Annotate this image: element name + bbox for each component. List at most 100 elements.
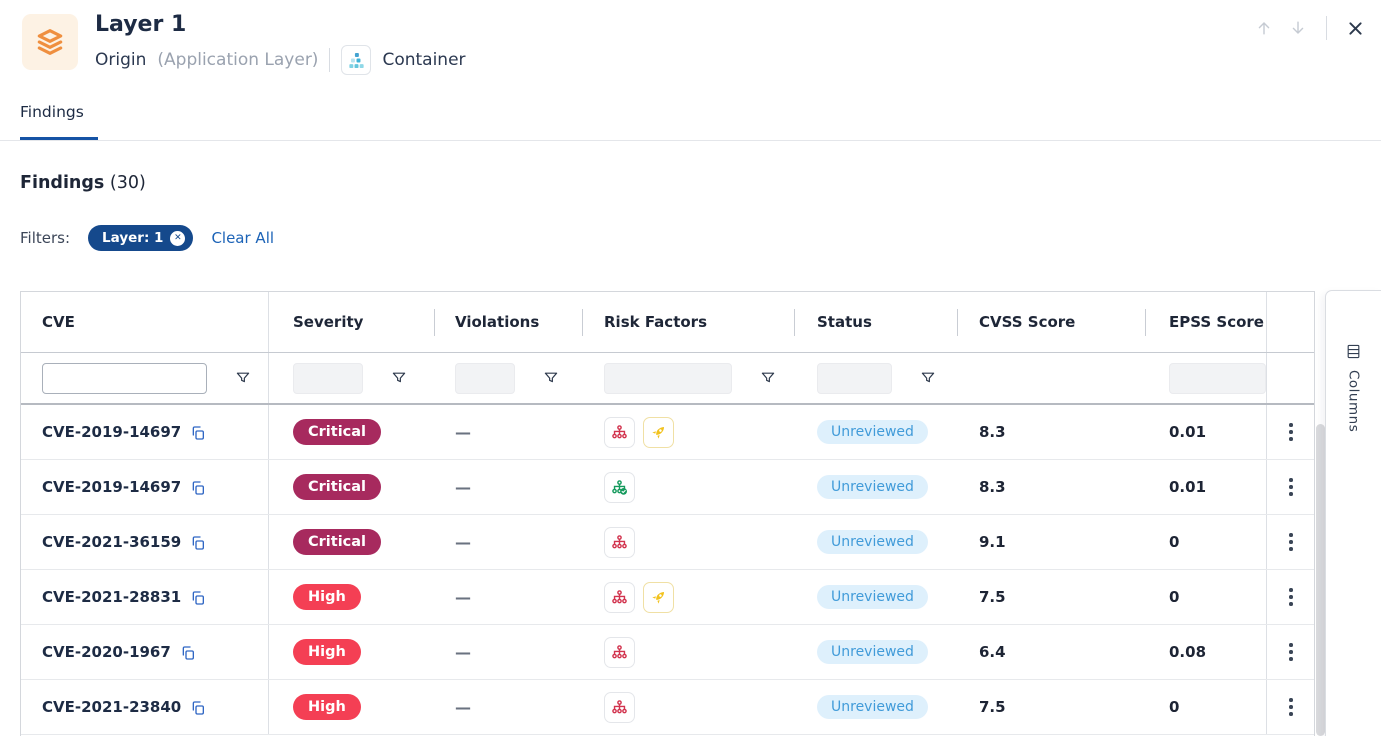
cve-filter-funnel-icon[interactable] <box>235 370 251 386</box>
risk-factors-cell <box>582 416 794 448</box>
row-menu-kebab-icon[interactable] <box>1283 527 1299 557</box>
copy-icon[interactable] <box>190 535 206 551</box>
cve-id[interactable]: CVE-2021-28831 <box>42 588 182 606</box>
cve-filter-input[interactable] <box>42 362 207 394</box>
next-arrow-down-button[interactable] <box>1286 16 1310 40</box>
previous-arrow-up-button[interactable] <box>1252 16 1276 40</box>
remove-filter-icon[interactable]: ✕ <box>170 230 186 246</box>
violations-cell: — <box>455 532 471 552</box>
cve-cell: CVE-2021-36159 <box>21 515 269 569</box>
column-header-risk-factors[interactable]: Risk Factors <box>582 292 794 352</box>
cve-id[interactable]: CVE-2020-1967 <box>42 643 171 661</box>
cve-id[interactable]: CVE-2019-14697 <box>42 478 182 496</box>
column-header-status[interactable]: Status <box>794 292 957 352</box>
container-icon <box>341 45 372 75</box>
filters-label: Filters: <box>20 229 71 247</box>
column-header-severity[interactable]: Severity <box>293 313 364 331</box>
status-badge: Unreviewed <box>817 530 928 554</box>
column-header-violations[interactable]: Violations <box>434 292 582 352</box>
filters-row: Filters: Layer: 1 ✕ Clear All <box>20 225 274 251</box>
violations-cell: — <box>455 697 471 717</box>
risk-factors-filter-input[interactable] <box>604 362 732 394</box>
risk-factors-wrap <box>604 526 794 558</box>
asset-type-label: Container <box>382 50 466 70</box>
status-cell: Unreviewed <box>794 420 957 444</box>
tab-findings[interactable]: Findings <box>20 103 84 121</box>
epss-filter-input[interactable] <box>1169 362 1266 394</box>
severity-badge: Critical <box>293 474 382 500</box>
severity-badge: Critical <box>293 419 382 445</box>
tab-bar: Findings <box>0 94 1381 141</box>
cve-cell: CVE-2021-23840 <box>21 680 269 734</box>
column-header-epss-score[interactable]: EPSS Score <box>1145 292 1266 352</box>
copy-icon[interactable] <box>190 480 206 496</box>
violations-cell: — <box>455 422 471 442</box>
violations-filter-input[interactable] <box>455 362 515 394</box>
table-row[interactable]: CVE-2021-23840 High — Unreviewed <box>21 680 1314 735</box>
cve-id[interactable]: CVE-2021-36159 <box>42 533 182 551</box>
table-row[interactable]: CVE-2020-1967 High — Unreviewed <box>21 625 1314 680</box>
header-controls <box>1252 16 1367 40</box>
close-icon[interactable] <box>1343 16 1367 40</box>
severity-cell: Critical <box>269 529 434 555</box>
controls-divider <box>1326 16 1327 40</box>
columns-icon <box>1347 344 1360 359</box>
violations-cell: — <box>455 587 471 607</box>
cve-id[interactable]: CVE-2019-14697 <box>42 423 182 441</box>
severity-filter-input[interactable] <box>293 362 363 394</box>
epss-score-value: 0.08 <box>1169 643 1207 661</box>
row-menu-kebab-icon[interactable] <box>1283 417 1299 447</box>
row-menu-kebab-icon[interactable] <box>1283 472 1299 502</box>
clear-all-link[interactable]: Clear All <box>211 229 275 247</box>
row-menu-kebab-icon[interactable] <box>1283 692 1299 722</box>
cve-cell: CVE-2019-14697 <box>21 405 269 459</box>
cvss-score-value: 9.1 <box>979 533 1006 551</box>
severity-cell: High <box>269 584 434 610</box>
row-menu-kebab-icon[interactable] <box>1283 582 1299 612</box>
severity-cell: High <box>269 639 434 665</box>
cve-id[interactable]: CVE-2021-23840 <box>42 698 182 716</box>
table-header-row: CVE Severity Violations Risk Factors Sta… <box>21 292 1314 353</box>
table-row[interactable]: CVE-2019-14697 Critical — <box>21 405 1314 460</box>
risk-factors-wrap <box>604 416 794 448</box>
risk-factors-wrap <box>604 636 794 668</box>
status-cell: Unreviewed <box>794 695 957 719</box>
findings-count: (30) <box>109 173 146 193</box>
copy-icon[interactable] <box>190 700 206 716</box>
attack-vector-network-icon <box>604 691 635 723</box>
row-actions-cell <box>1266 405 1314 459</box>
table-row[interactable]: CVE-2021-36159 Critical — Unreviewed <box>21 515 1314 570</box>
risk-factors-cell <box>582 471 794 503</box>
epss-score-value: 0 <box>1169 698 1180 716</box>
severity-cell: Critical <box>269 474 434 500</box>
columns-panel-toggle[interactable]: Columns <box>1325 290 1381 736</box>
findings-table: CVE Severity Violations Risk Factors Sta… <box>20 291 1315 736</box>
copy-icon[interactable] <box>180 645 196 661</box>
filter-chip-layer[interactable]: Layer: 1 ✕ <box>88 225 194 251</box>
risk-factors-filter-funnel-icon[interactable] <box>760 370 776 386</box>
panel-header: Layer 1 Origin (Application Layer) Conta… <box>0 0 1381 94</box>
column-header-cvss-score[interactable]: CVSS Score <box>957 292 1145 352</box>
violations-cell: — <box>455 642 471 662</box>
severity-badge: High <box>293 584 361 610</box>
status-cell: Unreviewed <box>794 530 957 554</box>
status-filter-funnel-icon[interactable] <box>920 370 936 386</box>
cvss-score-value: 8.3 <box>979 478 1006 496</box>
table-row[interactable]: CVE-2021-28831 High — <box>21 570 1314 625</box>
violations-filter-funnel-icon[interactable] <box>543 370 559 386</box>
copy-icon[interactable] <box>190 590 206 606</box>
column-header-cve[interactable]: CVE <box>21 292 269 352</box>
columns-label: Columns <box>1345 370 1362 433</box>
copy-icon[interactable] <box>190 425 206 441</box>
vertical-scrollbar[interactable] <box>1316 424 1325 736</box>
severity-cell: Critical <box>269 419 434 445</box>
severity-filter-funnel-icon[interactable] <box>391 370 407 386</box>
attack-vector-network-icon <box>604 526 635 558</box>
cvss-score-value: 7.5 <box>979 588 1006 606</box>
row-menu-kebab-icon[interactable] <box>1283 637 1299 667</box>
risk-factors-cell <box>582 526 794 558</box>
status-filter-input[interactable] <box>817 362 892 394</box>
column-header-actions <box>1266 292 1314 352</box>
table-row[interactable]: CVE-2019-14697 Critical — <box>21 460 1314 515</box>
